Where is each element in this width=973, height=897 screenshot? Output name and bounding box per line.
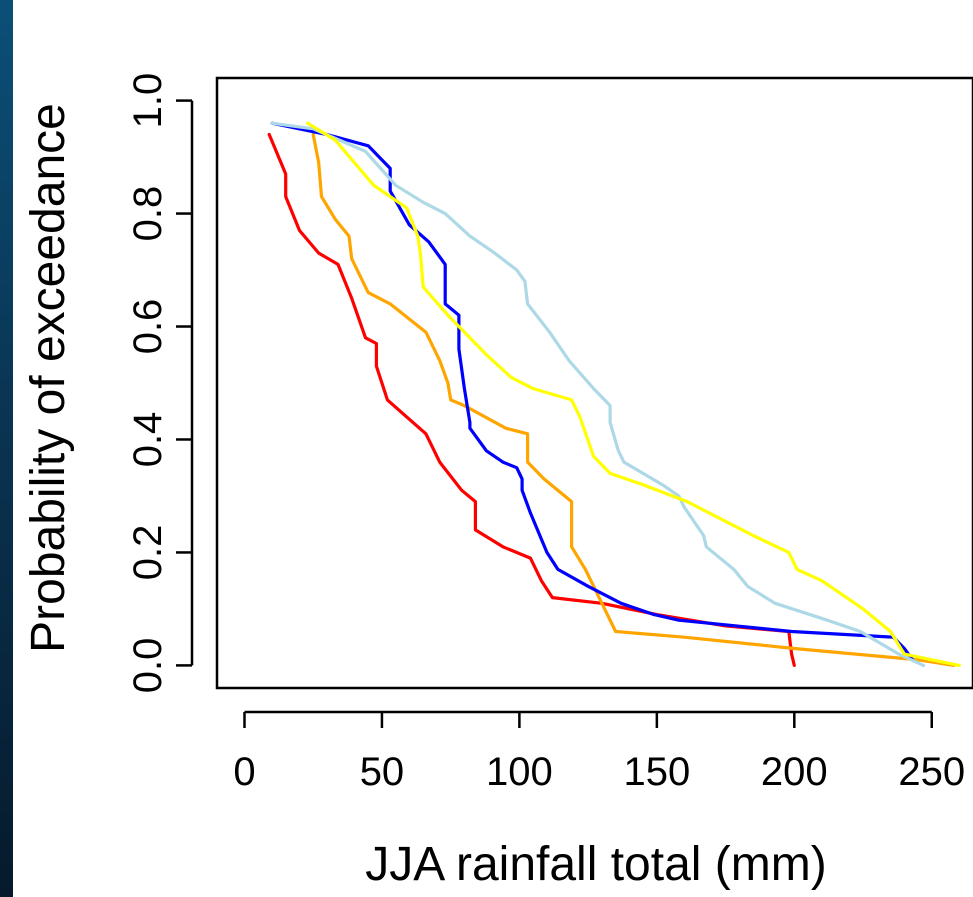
y-tick-label: 0.4	[126, 412, 170, 468]
y-tick-label: 1.0	[126, 73, 170, 129]
y-tick-label: 0.2	[126, 525, 170, 581]
x-tick-label: 0	[233, 750, 255, 794]
series-line-4	[270, 121, 926, 667]
y-tick-label: 0.0	[126, 638, 170, 694]
y-axis-title: Probability of exceedance	[22, 103, 75, 653]
y-axis: 0.0 0.2 0.4 0.6 0.8 1.0	[126, 73, 194, 694]
x-axis-title: JJA rainfall total (mm)	[365, 838, 826, 891]
y-tick-label: 0.6	[126, 299, 170, 355]
plot-frame	[215, 76, 973, 690]
series-line-3	[270, 121, 915, 662]
slide-background-edge	[0, 0, 13, 897]
x-tick-label: 150	[623, 750, 690, 794]
x-tick-label: 100	[486, 750, 553, 794]
x-tick-label: 50	[360, 750, 405, 794]
series-line-2	[311, 132, 956, 667]
x-tick-label: 200	[761, 750, 828, 794]
series-layer	[267, 121, 961, 667]
series-line-5	[306, 121, 961, 667]
x-tick-label: 250	[898, 750, 965, 794]
y-tick-label: 0.8	[126, 186, 170, 242]
x-axis: 0 50 100 150 200 250	[233, 710, 965, 794]
